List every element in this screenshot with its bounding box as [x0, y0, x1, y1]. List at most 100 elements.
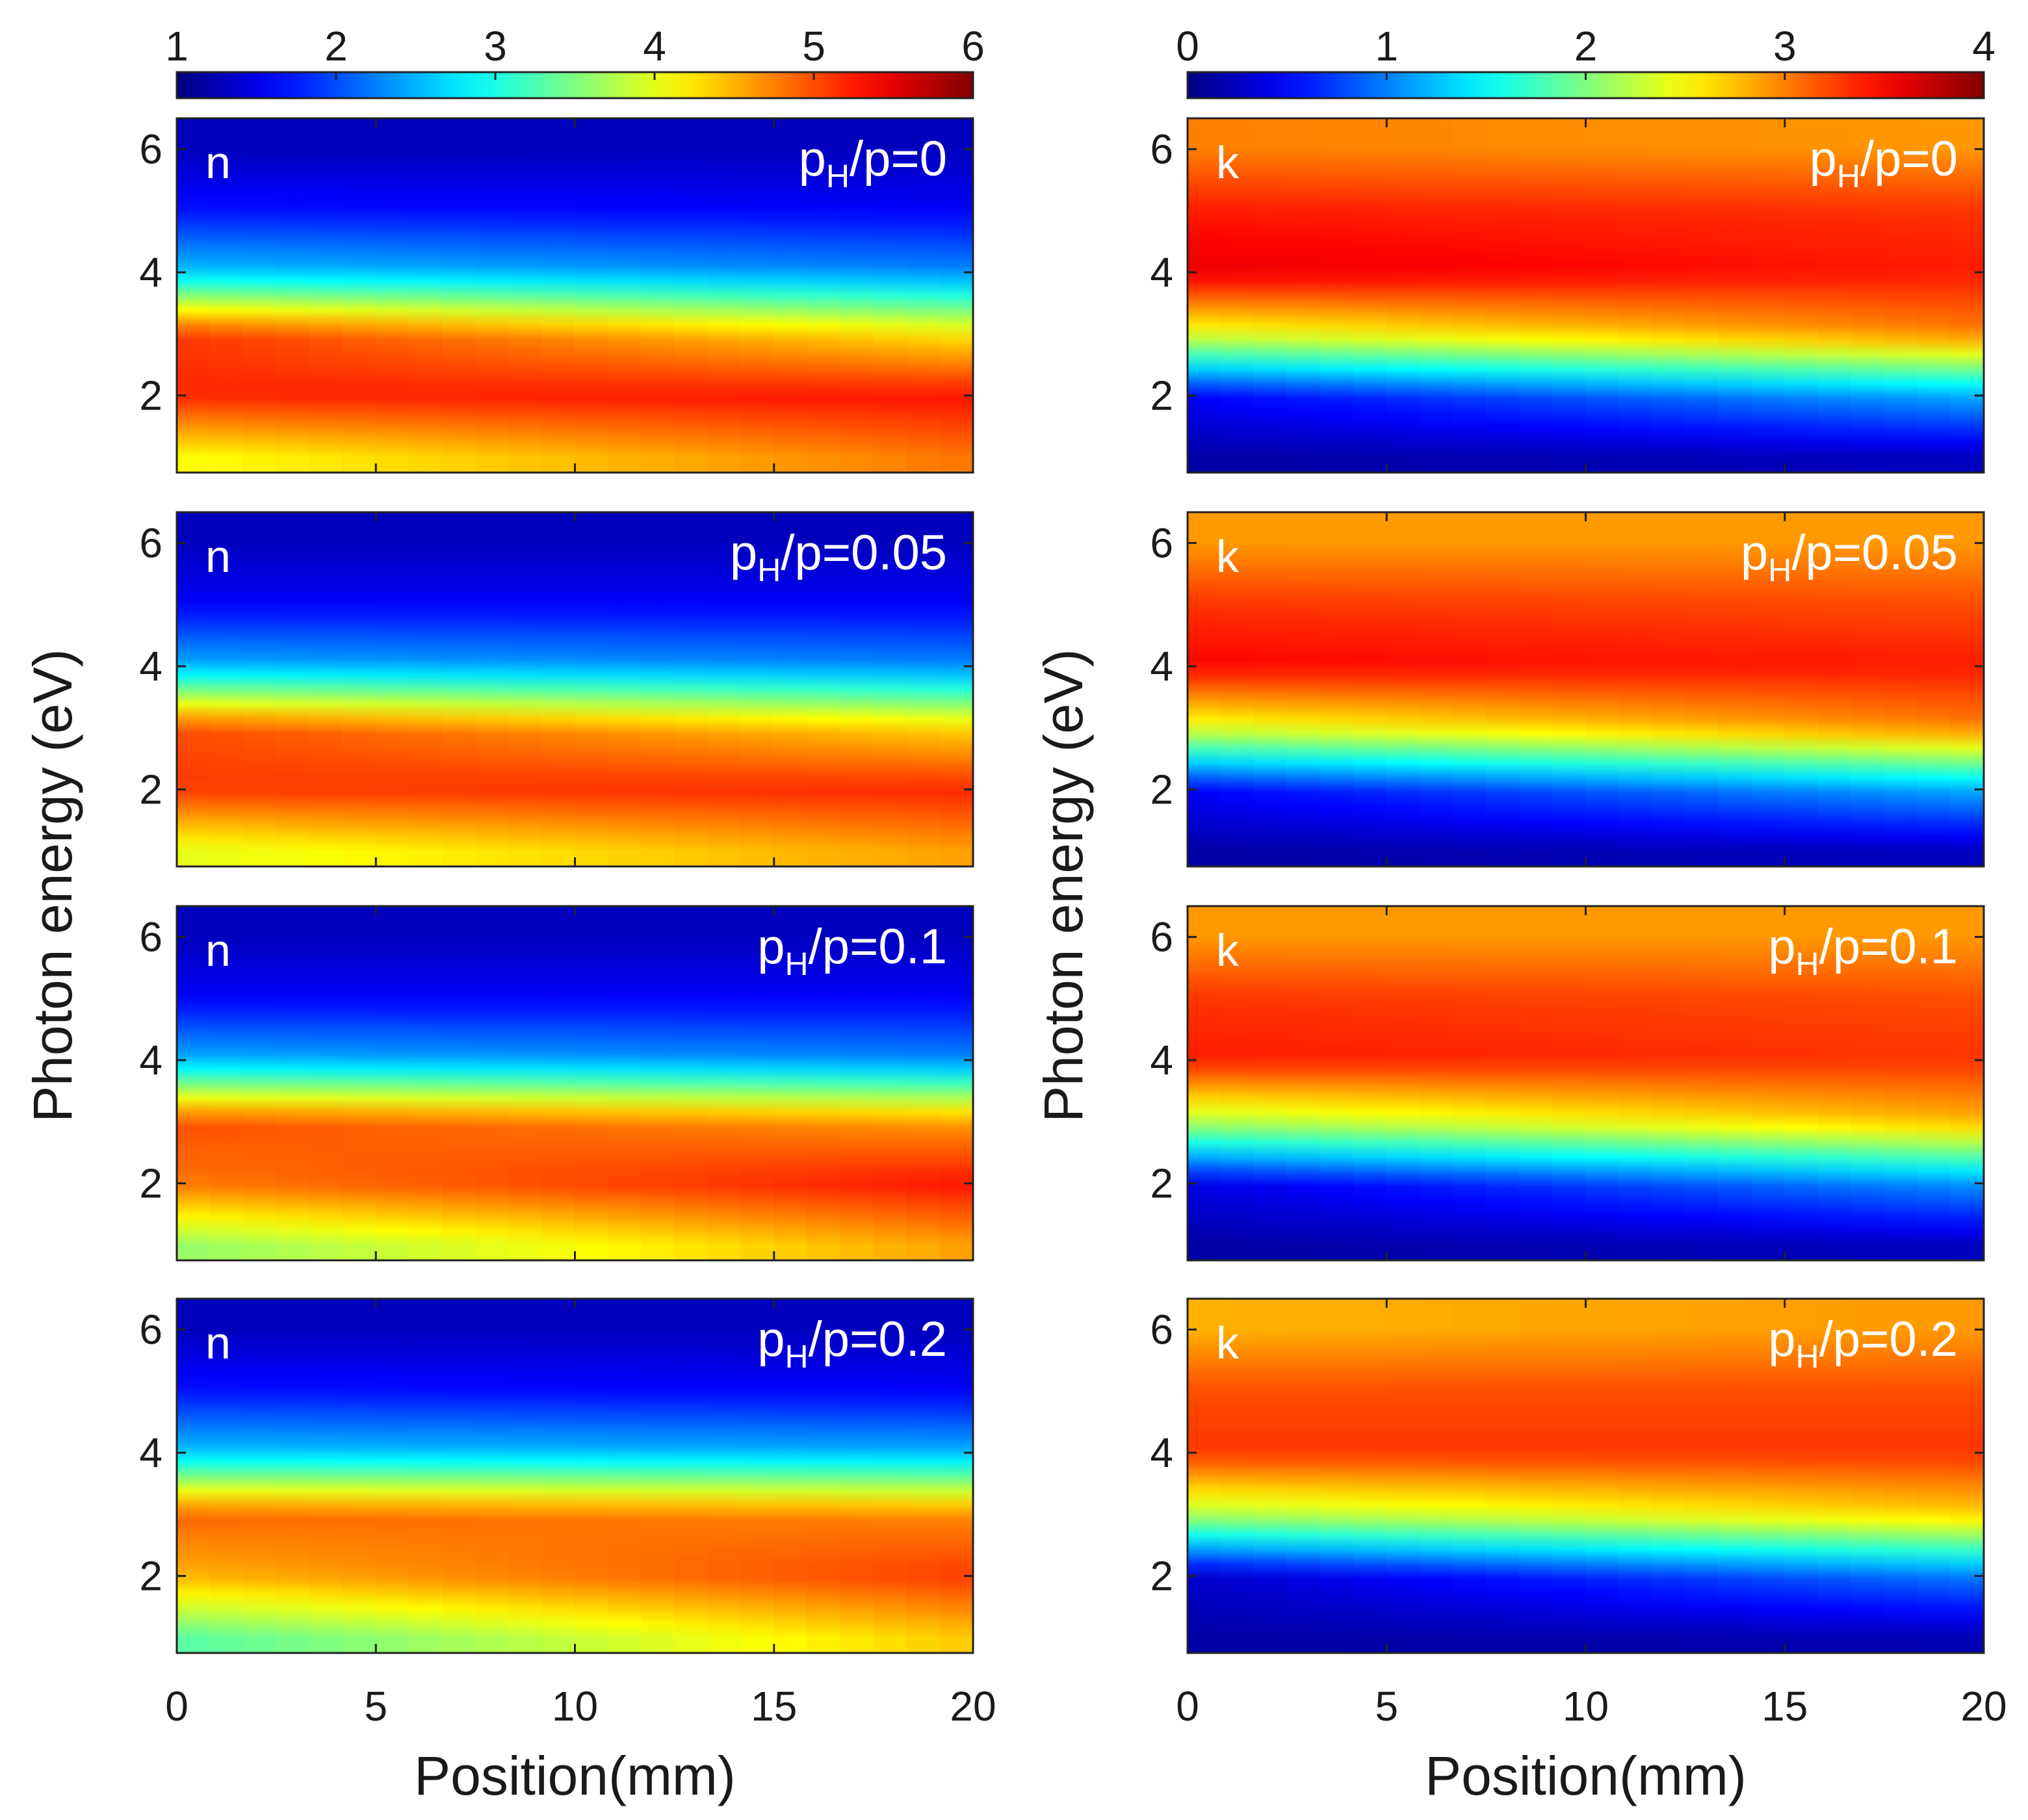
heatmap-cell-strip [840, 906, 874, 1260]
ratio-suffix: /p= [850, 131, 920, 187]
ratio-value: 0 [1930, 131, 1958, 187]
heatmap-cell-strip [674, 118, 708, 473]
heatmap-cell-strip [608, 1299, 642, 1653]
heatmap-cell-strip [1552, 906, 1587, 1260]
y-tick-label: 4 [139, 643, 162, 690]
heatmap-cell-strip [1652, 906, 1686, 1260]
heatmap-cell-strip [807, 1299, 841, 1653]
y-tick-label: 2 [1150, 372, 1173, 419]
x-tick-label: 20 [1960, 1683, 2007, 1730]
heatmap-cell-strip [1851, 1299, 1885, 1653]
panel-quantity-label: k [1216, 1318, 1240, 1368]
ratio-prefix: p [730, 525, 757, 580]
heatmap-cell-strip [674, 906, 708, 1260]
y-axis-title: Photon energy (eV) [1033, 649, 1094, 1122]
heatmap-cell-strip [375, 1299, 410, 1653]
colorbar-tick-label: 5 [802, 23, 826, 70]
heatmap-cell-strip [177, 512, 211, 866]
heatmap-cell-strip [807, 906, 841, 1260]
y-tick-label: 6 [139, 913, 162, 960]
heatmap-cell-strip [840, 118, 874, 473]
heatmap-cell-strip [740, 512, 775, 866]
y-tick-label: 4 [1150, 249, 1173, 296]
heatmap-cell-strip [807, 512, 841, 866]
heatmap-cell-strip [408, 512, 443, 866]
colorbar-n [176, 71, 974, 99]
heatmap-cell-strip [1286, 1299, 1321, 1653]
heatmap-cell-strip [1585, 512, 1620, 866]
heatmap-cell-strip [1353, 118, 1388, 473]
heatmap-cell-strip [1585, 906, 1620, 1260]
heatmap-cell-strip [1320, 118, 1355, 473]
heatmap-cell-strip [1320, 512, 1355, 866]
ratio-value: 0.1 [878, 919, 947, 974]
heatmap-cell-strip [1784, 512, 1819, 866]
heatmap-cell-strip [474, 1299, 510, 1653]
panel-quantity-label: n [205, 531, 231, 582]
heatmap-cell-strip [1253, 118, 1288, 473]
heatmap-cell-strip [807, 118, 841, 473]
heatmap-cell-strip [441, 906, 476, 1260]
heatmap-cell-strip [1751, 1299, 1786, 1653]
heatmap-cell-strip [1652, 1299, 1686, 1653]
heatmap-cell-strip [939, 1299, 973, 1653]
heatmap-cell-strip [474, 512, 510, 866]
x-tick-label: 5 [1375, 1683, 1398, 1730]
panel-ratio-label: pH/p=0.2 [757, 1312, 947, 1375]
heatmap-cell-strip [1618, 1299, 1653, 1653]
heatmap-cell-strip [177, 906, 211, 1260]
heatmap-cell-strip [575, 1299, 609, 1653]
heatmap-cell-strip [1452, 1299, 1487, 1653]
heatmap-cell-strip [541, 118, 576, 473]
heatmap-cell-strip [1253, 512, 1288, 866]
heatmap-cell-strip [774, 512, 808, 866]
y-tick-label: 4 [139, 249, 162, 296]
heatmap-cell-strip [1518, 118, 1554, 473]
heatmap-cell-strip [1485, 1299, 1520, 1653]
x-tick-label: 10 [552, 1683, 598, 1730]
y-tick-label: 6 [1150, 913, 1173, 960]
heatmap-cell-strip [541, 1299, 576, 1653]
ratio-value: 0.05 [1862, 525, 1958, 580]
heatmap-cell-strip [608, 118, 642, 473]
ratio-subscript: H [757, 552, 781, 588]
heatmap-cell-strip [242, 118, 278, 473]
y-tick-label: 6 [1150, 125, 1173, 172]
heatmap-cell-strip [209, 118, 244, 473]
y-tick-label: 4 [1150, 1429, 1173, 1476]
heatmap-cell-strip [674, 512, 708, 866]
heatmap-cell-strip [242, 906, 278, 1260]
heatmap-cell-strip [276, 1299, 311, 1653]
heatmap-cell-strip [1718, 512, 1752, 866]
heatmap-cell-strip [1585, 118, 1620, 473]
panel-quantity-label: k [1216, 531, 1240, 582]
heatmap-cell-strip [1353, 906, 1388, 1260]
colorbar-tick-label: 1 [1375, 23, 1398, 70]
panel-quantity-label: n [205, 1318, 231, 1368]
heatmap-cell-strip [1685, 512, 1719, 866]
ratio-suffix: /p= [1791, 525, 1862, 580]
ratio-prefix: p [1768, 919, 1795, 974]
heatmap-cell-strip [906, 906, 941, 1260]
heatmap-cell-strip [1286, 906, 1321, 1260]
heatmap-cell-strip [1386, 1299, 1421, 1653]
heatmap-cell-strip [1320, 1299, 1355, 1653]
x-tick-label: 20 [950, 1683, 996, 1730]
panel-quantity-label: k [1216, 137, 1240, 188]
x-tick-label: 5 [364, 1683, 387, 1730]
heatmap-cell-strip [939, 512, 973, 866]
panel-ratio-label: pH/p=0.2 [1768, 1312, 1958, 1375]
ratio-suffix: /p= [809, 919, 879, 974]
heatmap-cell-strip [1518, 512, 1554, 866]
heatmap-cell-strip [474, 906, 510, 1260]
heatmap-cell-strip [1188, 118, 1222, 473]
heatmap-n-panel-0 [177, 118, 973, 473]
heatmap-cell-strip [575, 906, 609, 1260]
heatmap-cell-strip [408, 1299, 443, 1653]
y-tick-label: 6 [1150, 1306, 1173, 1353]
heatmap-cell-strip [641, 1299, 675, 1653]
heatmap-cell-strip [1220, 906, 1255, 1260]
heatmap-cell-strip [774, 1299, 808, 1653]
heatmap-cell-strip [209, 1299, 244, 1653]
heatmap-cell-strip [641, 906, 675, 1260]
